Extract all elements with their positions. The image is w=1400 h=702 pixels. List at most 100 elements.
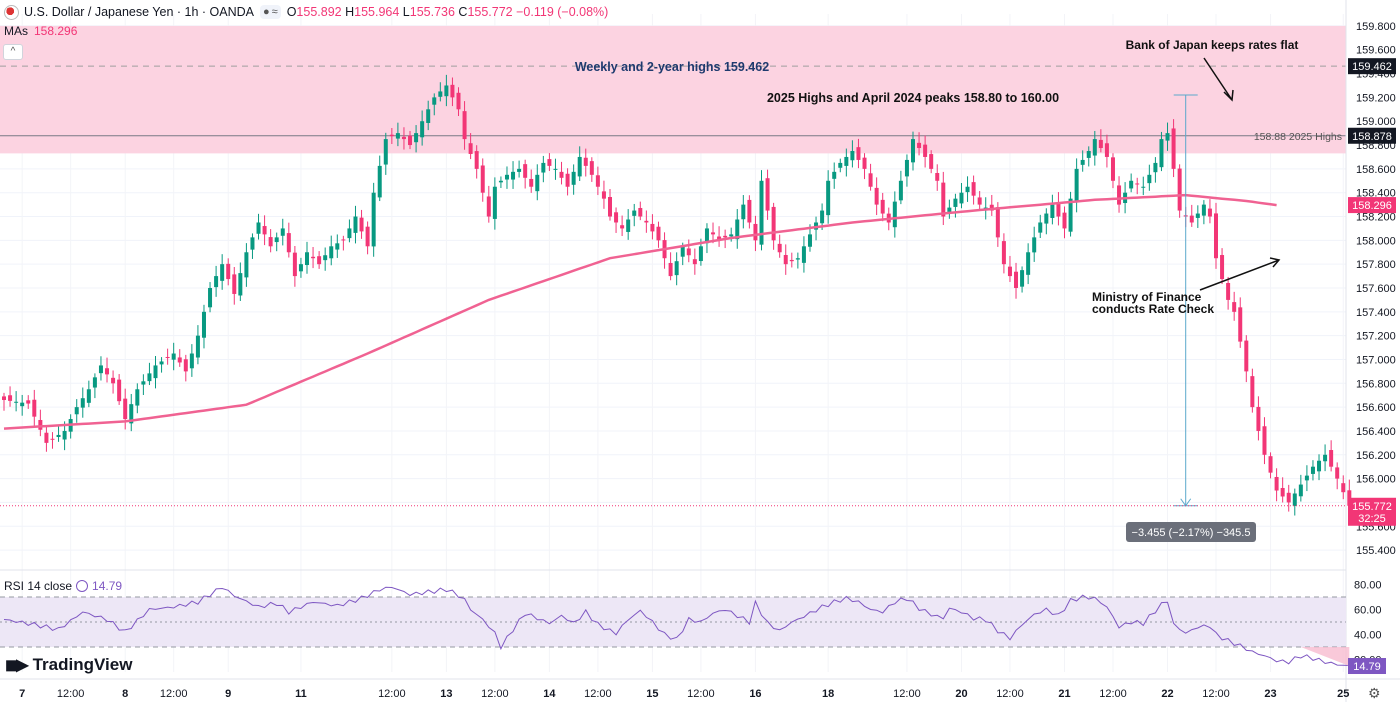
rsi-value-tag-bg <box>1348 658 1386 675</box>
year-high-label: 158.88 2025 Highs <box>1254 131 1342 143</box>
candle-body <box>486 196 491 217</box>
time-tick-label: 8 <box>122 688 128 700</box>
mof-arrow-icon <box>1199 257 1281 291</box>
candle-body <box>1274 476 1279 491</box>
candle-body <box>1062 212 1067 229</box>
candle-body <box>765 178 770 211</box>
candle-body <box>492 186 497 219</box>
candle-body <box>656 226 661 241</box>
time-tick-label: 23 <box>1264 688 1276 700</box>
time-tick-label: 12:00 <box>687 688 715 700</box>
candle-body <box>359 217 364 232</box>
candle-body <box>80 398 85 408</box>
time-tick-label: 21 <box>1058 688 1070 700</box>
candle-body <box>547 159 552 166</box>
candle-body <box>1117 185 1122 205</box>
indicator-toggle[interactable]: ● ≈ <box>259 5 281 19</box>
candle-body <box>638 207 643 217</box>
candle-body <box>2 396 6 400</box>
settings-gear-icon[interactable]: ⚙ <box>1368 685 1381 701</box>
ma-legend[interactable]: MAs 158.296 <box>4 24 78 38</box>
candle-body <box>698 246 703 262</box>
candle-body <box>286 233 291 253</box>
indicator-settings-icon[interactable] <box>76 580 89 592</box>
candle-body <box>129 404 134 424</box>
candle-body <box>171 353 176 360</box>
candle-body <box>238 273 243 296</box>
candle-body <box>1323 454 1328 462</box>
candle-body <box>668 262 673 277</box>
candle-body <box>553 168 558 170</box>
candle-body <box>1129 180 1134 189</box>
candle-body <box>1201 204 1206 216</box>
candle-body <box>1335 467 1340 479</box>
candle-body <box>420 121 425 138</box>
mof-annotation-line2: conducts Rate Check <box>1092 302 1214 316</box>
candle-body <box>1207 208 1212 217</box>
candle-body <box>771 206 776 241</box>
candle-body <box>268 237 273 247</box>
candle-body <box>898 180 903 201</box>
candle-body <box>1262 426 1267 455</box>
ohlc-values: O155.892 H155.964 L155.736 C155.772 −0.1… <box>286 5 609 19</box>
candle-body <box>123 398 128 420</box>
candle-body <box>165 356 170 358</box>
ma-axis-tag-bg <box>1348 197 1396 214</box>
candle-body <box>723 235 728 238</box>
candle-body <box>438 91 443 97</box>
candle-body <box>850 151 855 161</box>
candle-body <box>498 180 503 183</box>
candle-body <box>680 246 685 257</box>
candle-body <box>377 165 382 198</box>
candle-body <box>717 236 722 241</box>
rsi-legend[interactable]: RSI 14 close 14.79 <box>4 579 123 593</box>
chart-header: U.S. Dollar / Japanese Yen · 1h · OANDA … <box>0 2 608 22</box>
last-price-tag: 155.772 <box>1352 501 1392 513</box>
candle-body <box>517 168 522 172</box>
candle-body <box>105 368 110 375</box>
candle-body <box>38 419 43 430</box>
candle-body <box>141 381 146 385</box>
price-tick-label: 158.400 <box>1356 188 1396 200</box>
candle-body <box>1056 202 1061 217</box>
time-tick-label: 20 <box>955 688 967 700</box>
candle-body <box>1159 139 1164 168</box>
time-tick-label: 12:00 <box>57 688 85 700</box>
price-tick-label: 157.200 <box>1356 331 1396 343</box>
candle-body <box>408 135 413 146</box>
tradingview-logo: ◼▶ TradingView <box>5 655 133 674</box>
candle-body <box>20 402 25 407</box>
symbol-title[interactable]: U.S. Dollar / Japanese Yen · 1h · OANDA <box>24 5 254 19</box>
boj-arrow-icon <box>1203 57 1234 102</box>
weekly-high-label: Weekly and 2-year highs 159.462 <box>575 60 769 74</box>
candle-body <box>189 353 194 369</box>
candle-body <box>1080 159 1085 165</box>
candle-body <box>959 192 964 204</box>
candle-body <box>1280 487 1285 497</box>
candle-body <box>1135 183 1140 185</box>
price-tick-label: 156.600 <box>1356 402 1396 414</box>
candle-body <box>729 234 734 237</box>
candle-body <box>86 389 91 403</box>
candle-body <box>414 133 419 143</box>
candle-body <box>844 156 849 166</box>
time-tick-label: 12:00 <box>584 688 612 700</box>
candle-body <box>1141 186 1146 188</box>
candle-body <box>1268 456 1273 473</box>
candle-body <box>1214 213 1218 259</box>
candle-body <box>971 182 976 196</box>
candle-body <box>14 401 19 403</box>
candle-body <box>541 162 546 173</box>
candle-body <box>1226 282 1231 300</box>
candle-body <box>56 434 61 438</box>
time-tick-label: 22 <box>1161 688 1173 700</box>
collapse-chevron-icon[interactable]: ^ <box>3 44 23 60</box>
candle-body <box>74 407 79 415</box>
candle-body <box>44 432 49 443</box>
candle-body <box>577 156 582 177</box>
candle-body <box>220 264 225 281</box>
candle-body <box>1286 492 1291 503</box>
candle-body <box>195 335 200 358</box>
price-tick-label: 158.000 <box>1356 235 1396 247</box>
